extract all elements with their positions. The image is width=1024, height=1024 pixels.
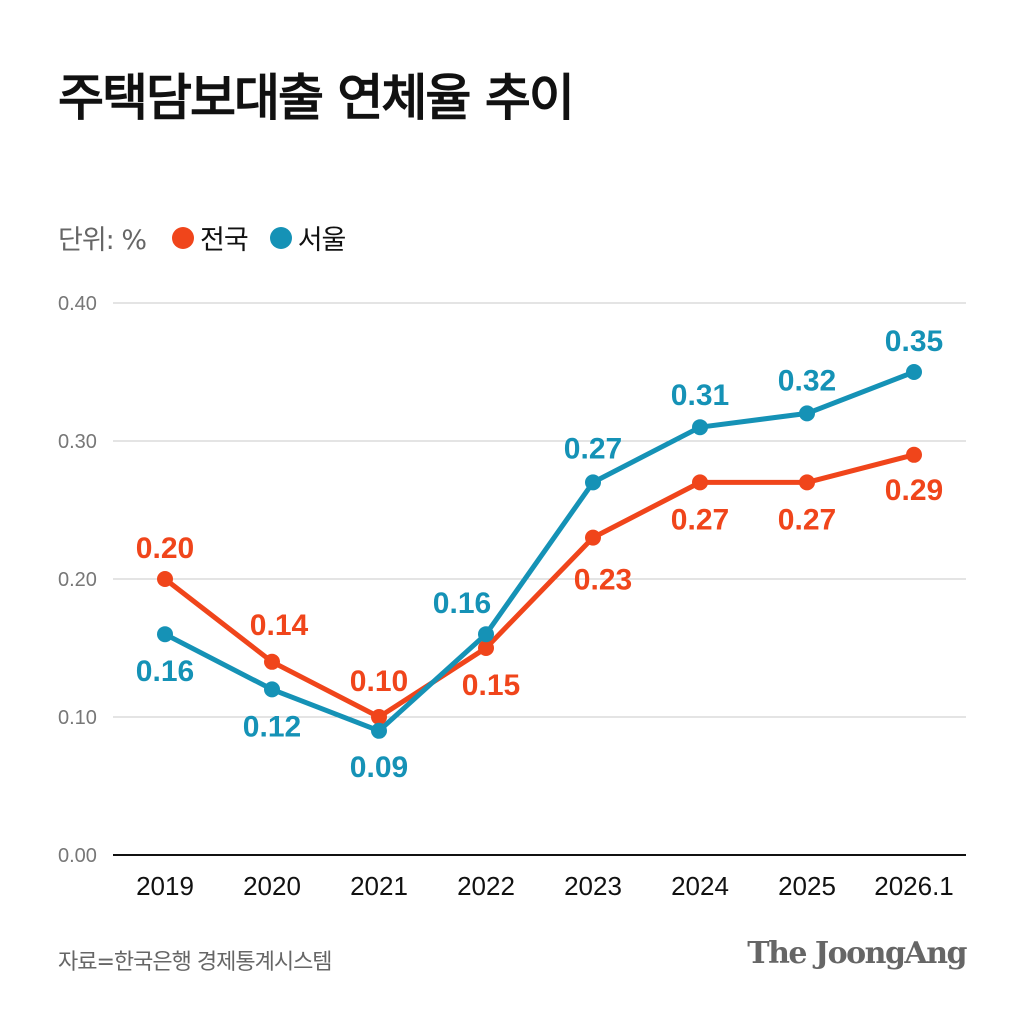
data-label-national: 0.27: [671, 503, 729, 536]
unit-label: 단위: %: [58, 225, 147, 256]
legend: 단위: % 전국 서울: [58, 218, 367, 257]
data-point-national: [157, 571, 173, 587]
data-label-national: 0.15: [462, 669, 520, 702]
data-label-seoul: 0.16: [433, 587, 491, 620]
y-tick-label: 0.10: [58, 707, 97, 729]
x-tick-label: 2026.1: [874, 871, 954, 901]
data-label-seoul: 0.31: [671, 379, 729, 412]
data-label-seoul: 0.27: [564, 432, 622, 465]
x-tick-label: 2022: [457, 871, 515, 901]
data-label-national: 0.10: [350, 665, 408, 698]
data-label-seoul: 0.09: [350, 751, 408, 784]
data-point-seoul: [478, 626, 494, 643]
source-note: 자료=한국은행 경제통계시스템: [58, 950, 333, 975]
data-label-national: 0.20: [136, 532, 194, 565]
data-point-seoul: [585, 474, 601, 491]
x-tick-label: 2023: [564, 871, 622, 901]
x-tick-label: 2025: [778, 871, 836, 901]
y-tick-label: 0.20: [58, 569, 97, 591]
data-point-national: [906, 446, 922, 463]
data-point-national: [585, 529, 601, 546]
legend-label-national: 전국: [200, 225, 249, 256]
publisher-logo: The JoongAng: [747, 936, 967, 971]
data-label-national: 0.14: [250, 609, 309, 642]
data-label-seoul: 0.12: [243, 710, 301, 743]
chart-title: 주택담보대출 연체율 추이: [58, 69, 575, 127]
legend-dot-national: [172, 226, 195, 249]
data-label-national: 0.29: [885, 474, 943, 507]
data-label-seoul: 0.35: [885, 325, 943, 358]
data-label-seoul: 0.16: [136, 655, 194, 688]
data-point-national: [264, 653, 280, 670]
data-label-national: 0.23: [574, 564, 632, 597]
data-label-national: 0.27: [778, 503, 836, 536]
data-label-seoul: 0.32: [778, 364, 836, 397]
data-point-seoul: [264, 681, 280, 698]
series-line-seoul: [163, 369, 915, 734]
data-point-national: [692, 474, 708, 491]
x-tick-label: 2024: [671, 871, 729, 901]
y-tick-label: 0.40: [58, 293, 97, 315]
data-point-seoul: [906, 364, 922, 380]
legend-dot-seoul: [269, 226, 292, 249]
data-point-national: [799, 474, 815, 491]
data-point-seoul: [371, 722, 387, 739]
y-tick-label: 0.00: [58, 845, 97, 867]
data-point-seoul: [799, 405, 815, 422]
y-tick-label: 0.30: [58, 431, 97, 453]
data-point-national: [478, 640, 494, 656]
data-point-seoul: [157, 626, 173, 643]
x-tick-label: 2020: [243, 871, 301, 901]
series-line-national: [163, 452, 915, 720]
x-tick-label: 2019: [136, 871, 194, 901]
data-point-national: [371, 709, 387, 725]
x-tick-label: 2021: [350, 871, 408, 901]
data-point-seoul: [692, 419, 708, 436]
legend-label-seoul: 서울: [297, 225, 347, 256]
